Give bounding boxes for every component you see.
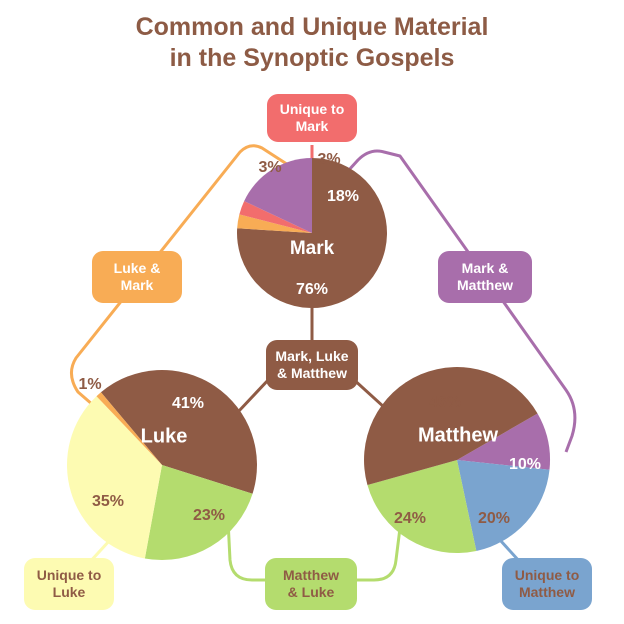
pies — [66, 158, 550, 561]
pie-luke-slice-unique-to-luke — [66, 396, 162, 559]
chart-title: Common and Unique Material in the Synopt… — [0, 12, 624, 74]
label-unique-to-matthew-line-1: Unique to — [514, 567, 580, 583]
pie-matthew-label-unique-to-matthew: 20% — [478, 510, 510, 527]
pie-matthew-slice-mark-luke-and-matthew — [364, 367, 538, 486]
pie-matthew-label-mark-and-matthew: 10% — [509, 456, 541, 473]
pie-matthew-label-mark-luke-and-matthew: 46% — [429, 394, 461, 411]
pie-mark-slice-unique-to-mark — [239, 201, 312, 233]
pie-mark-name: Mark — [290, 238, 335, 259]
label-matthew-and-luke-line-1: Matthew — [283, 567, 339, 583]
pie-luke-slice-matthew-and-luke — [144, 465, 253, 561]
label-unique-to-luke-line-2: Luke — [52, 584, 86, 600]
label-unique-to-mark-line-1: Unique to — [279, 101, 345, 117]
pie-labels: 76% 3% 3% 18% Mark 41% 23% 35% 1% Luke 10% 20% 24% 46… — [78, 151, 541, 527]
label-mark-and-matthew: Mark & Matthew — [438, 251, 532, 303]
pie-luke-label-mark-luke-and-matthew: 41% — [172, 395, 204, 412]
pie-matthew-slice-unique-to-matthew — [457, 460, 550, 551]
label-unique-to-mark: Unique to Mark — [267, 94, 357, 142]
chart-title-line-1: Common and Unique Material — [135, 13, 489, 41]
pie-matthew-name: Matthew — [418, 424, 498, 446]
label-unique-to-luke-line-1: Unique to — [36, 567, 102, 583]
label-unique-to-luke: Unique to Luke — [24, 558, 114, 610]
pie-luke-slice-mark-luke-and-matthew — [100, 370, 257, 494]
pie-luke-label-unique-to-luke: 35% — [92, 493, 124, 510]
pie-mark-slice-mark-and-matthew — [244, 158, 312, 233]
pie-mark-slice-luke-and-mark — [237, 214, 312, 233]
pie-luke-label-matthew-and-luke: 23% — [193, 507, 225, 524]
label-unique-to-mark-line-2: Mark — [295, 118, 329, 134]
label-matthew-and-luke: Matthew & Luke — [265, 558, 357, 610]
pie-mark-label-unique-to-mark: 3% — [317, 151, 340, 168]
chart-title-line-2: in the Synoptic Gospels — [169, 44, 455, 72]
pie-luke-name: Luke — [141, 425, 188, 447]
label-mark-and-matthew-line-1: Mark & — [461, 260, 509, 276]
pie-luke-slice-luke-and-mark — [96, 392, 162, 465]
label-luke-and-mark-line-2: Mark — [120, 277, 154, 293]
label-mark-luke-and-matthew: Mark, Luke & Matthew — [266, 340, 358, 390]
label-mark-luke-and-matthew-line-2: & Matthew — [276, 365, 347, 381]
pie-matthew-slice-mark-and-matthew — [457, 413, 550, 470]
pie-matthew-label-matthew-and-luke: 24% — [394, 510, 426, 527]
pie-mark-label-mark-luke-and-matthew: 76% — [296, 281, 328, 298]
label-unique-to-matthew: Unique to Matthew — [502, 558, 592, 610]
pie-luke-label-luke-and-mark: 1% — [78, 376, 101, 393]
pie-mark-label-mark-and-matthew: 18% — [327, 188, 359, 205]
connector-luke-center — [236, 376, 272, 414]
label-matthew-and-luke-line-2: & Luke — [287, 584, 335, 600]
pie-mark-slice-mark-luke-and-matthew — [237, 158, 388, 309]
pie-mark-label-luke-and-mark: 3% — [258, 159, 281, 176]
label-luke-and-mark-line-1: Luke & — [113, 260, 161, 276]
pie-matthew-slice-matthew-and-luke — [367, 460, 477, 554]
connector-matthew-center — [350, 376, 387, 410]
connector-mark-matthew — [336, 149, 577, 453]
label-mark-luke-and-matthew-line-1: Mark, Luke — [275, 348, 349, 364]
label-luke-and-mark: Luke & Mark — [92, 251, 182, 303]
label-unique-to-matthew-line-2: Matthew — [518, 584, 575, 600]
label-mark-and-matthew-line-2: Matthew — [457, 277, 513, 293]
